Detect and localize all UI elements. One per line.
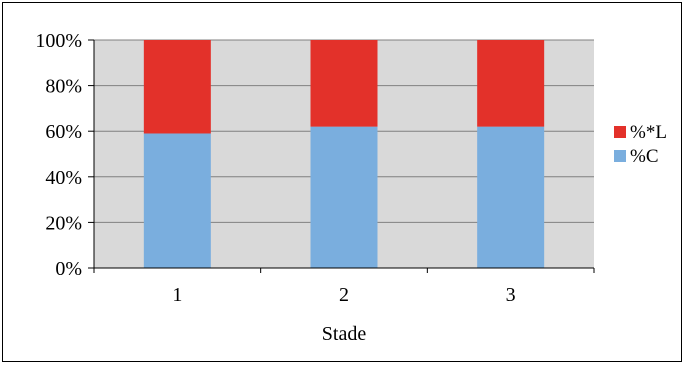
x-tick-label: 1 [172, 284, 182, 306]
legend-label: %C [630, 146, 659, 167]
y-tick-label: 60% [45, 121, 82, 143]
y-tick-label: 80% [45, 76, 82, 98]
bar-l-1 [143, 40, 211, 134]
bar-c-3 [477, 126, 545, 268]
legend-swatch [614, 126, 626, 138]
y-tick-label: 40% [45, 167, 82, 189]
x-tick-label: 3 [506, 284, 516, 306]
x-axis-title: Stade [322, 323, 367, 345]
legend: %*L %C [614, 122, 667, 167]
x-tick-label: 2 [339, 284, 349, 306]
legend-label: %*L [630, 122, 667, 143]
x-axis-ticks: 1 2 3 [93, 268, 595, 306]
y-tick-label: 20% [45, 212, 82, 234]
bars [143, 40, 545, 268]
bar-c-1 [143, 133, 211, 268]
y-axis-ticks: 0% 20% 40% 60% 80% 100% [35, 30, 94, 280]
y-tick-label: 100% [35, 30, 82, 52]
bar-l-3 [477, 40, 545, 127]
y-tick-label: 0% [55, 258, 82, 280]
bar-c-2 [310, 126, 378, 268]
bar-l-2 [310, 40, 378, 127]
legend-swatch [614, 150, 626, 162]
